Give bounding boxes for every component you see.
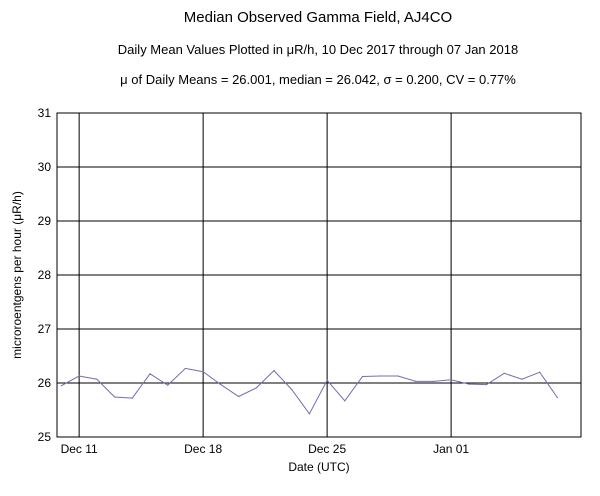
x-axis-ticks: Dec 11 Dec 18 Dec 25 Jan 01: [61, 442, 470, 456]
data-point: [202, 371, 204, 373]
x-tick-label: Dec 11: [61, 442, 98, 456]
y-tick-label: 25: [38, 430, 52, 444]
data-point: [521, 378, 523, 380]
y-tick-label: 29: [38, 214, 52, 228]
data-point: [326, 379, 328, 381]
chart-subtitle: Daily Mean Values Plotted in μR/h, 10 De…: [117, 42, 519, 57]
chart-stats: μ of Daily Means = 26.001, median = 26.0…: [120, 72, 516, 87]
plot-frame: [56, 112, 582, 438]
data-point: [78, 375, 80, 377]
x-tick-label: Dec 18: [184, 442, 222, 456]
data-point: [131, 397, 133, 399]
y-tick-label: 26: [38, 376, 52, 390]
data-point: [237, 395, 240, 398]
data-point: [184, 367, 187, 370]
grid-lines: [57, 112, 581, 438]
data-point: [273, 369, 275, 372]
data-point: [503, 372, 505, 374]
data-point: [432, 380, 434, 382]
data-point: [485, 384, 488, 386]
data-point: [149, 373, 151, 375]
data-point: [113, 396, 116, 398]
data-line: [61, 367, 558, 415]
y-tick-label: 27: [38, 322, 52, 336]
data-point: [379, 375, 381, 377]
y-tick-label: 30: [38, 160, 52, 174]
y-tick-label: 31: [38, 106, 52, 120]
x-tick-label: Jan 01: [433, 442, 469, 456]
data-point: [361, 375, 364, 378]
x-axis-label: Date (UTC): [288, 460, 350, 474]
y-tick-label: 28: [38, 268, 52, 282]
data-point: [96, 378, 98, 380]
data-point: [255, 387, 257, 389]
data-point: [556, 396, 558, 399]
data-point: [450, 379, 452, 381]
data-point: [468, 383, 470, 385]
y-axis-ticks: 25 26 27 28 29 30 31: [38, 106, 52, 444]
data-point: [415, 380, 417, 382]
data-point: [167, 384, 169, 386]
data-point: [539, 371, 541, 373]
x-tick-label: Dec 25: [308, 442, 346, 456]
data-point: [308, 413, 311, 415]
data-points: [60, 367, 558, 415]
data-point: [220, 384, 222, 386]
data-point: [344, 400, 346, 402]
chart-title: Median Observed Gamma Field, AJ4CO: [183, 9, 453, 26]
data-point: [291, 388, 293, 391]
data-point: [397, 375, 399, 377]
data-point: [60, 385, 63, 387]
